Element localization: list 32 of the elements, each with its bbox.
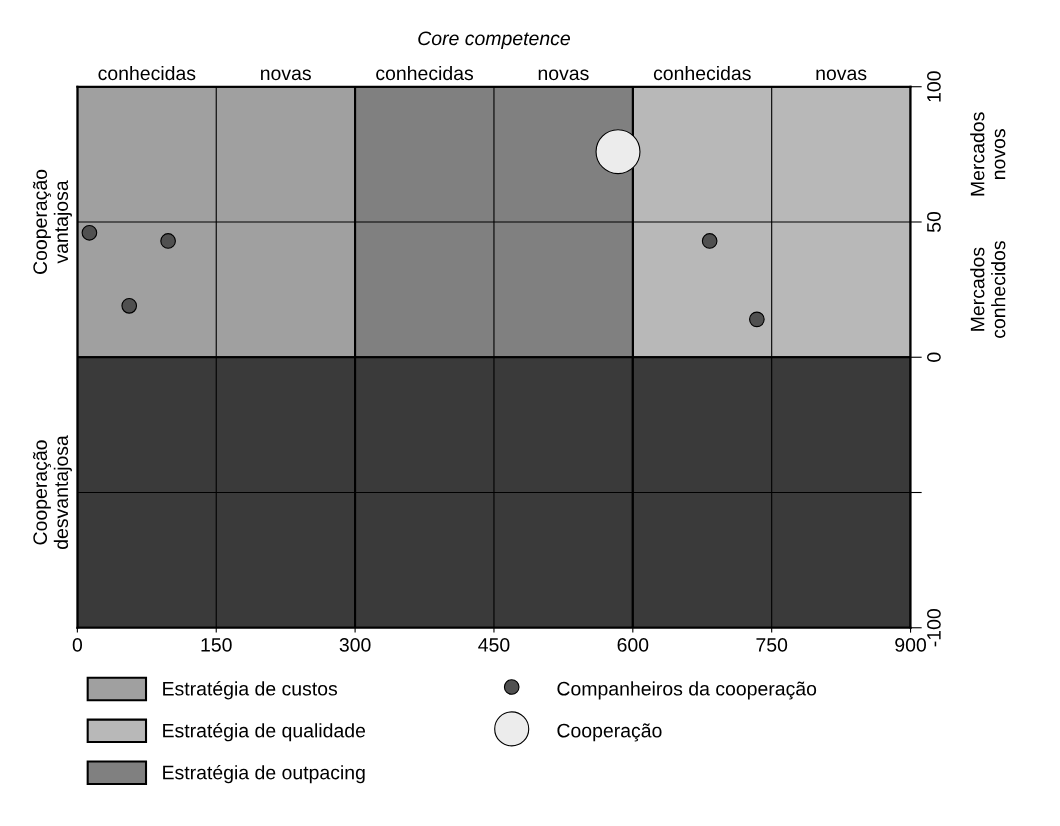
x-tick-label: 600 xyxy=(617,638,649,652)
point xyxy=(749,311,765,328)
x-tick-label: 900 xyxy=(895,638,926,652)
legend-label: Companheiros da cooperação xyxy=(557,681,817,700)
point xyxy=(160,233,176,249)
text: Cooperação vantajosa xyxy=(32,169,72,274)
legend-label: Estratégia de qualidade xyxy=(163,723,366,742)
text: Mercados conhecidos xyxy=(970,241,1006,338)
legend-label: Estratégia de outpacing xyxy=(163,764,365,784)
x-tick-label: 0 xyxy=(72,638,83,652)
y-tick-label: 0 xyxy=(927,352,941,362)
text: novas xyxy=(261,69,311,81)
legend-label: Cooperação xyxy=(557,723,662,742)
x-tick-label: 300 xyxy=(339,638,371,652)
x-tick-label: 450 xyxy=(478,638,510,652)
y-tick-label: 50 xyxy=(927,211,941,233)
point xyxy=(81,224,98,241)
text: conhecidas xyxy=(653,65,751,81)
x-tick-label: 750 xyxy=(756,638,788,652)
text: Cooperação desvantajosa xyxy=(32,435,72,549)
point xyxy=(121,298,138,314)
x-tick-label: 150 xyxy=(201,638,232,652)
legend-label: Estratégia de custos xyxy=(163,681,338,700)
text: Mercados novos xyxy=(970,112,1006,196)
text: novas xyxy=(538,69,589,81)
y-tick-label: 100 xyxy=(927,71,941,102)
text: novas xyxy=(816,69,867,81)
point xyxy=(701,233,718,249)
text: conhecidas xyxy=(376,65,474,81)
chart-title: Core competence xyxy=(418,31,570,50)
y-tick-label: -100 xyxy=(927,609,941,647)
text: conhecidas xyxy=(98,65,196,81)
